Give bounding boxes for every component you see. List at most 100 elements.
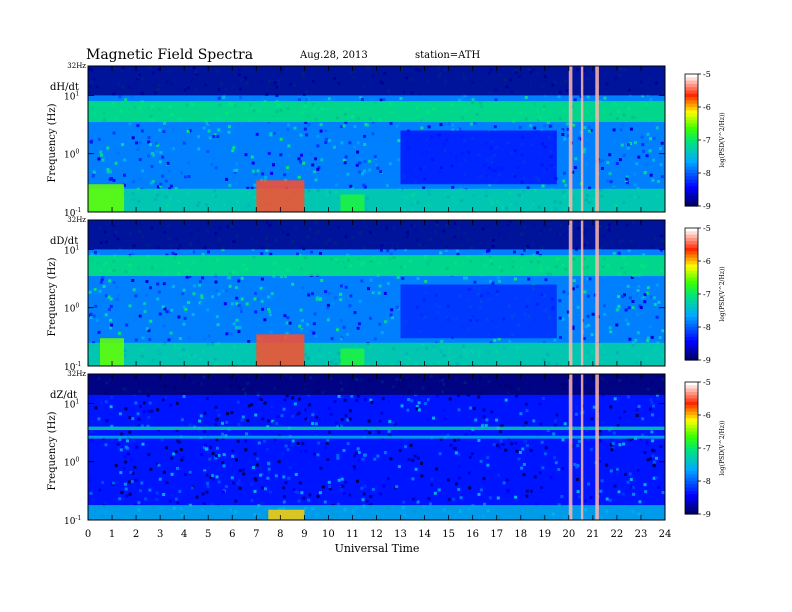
heatmap-cell — [468, 486, 472, 490]
x-tick-label: 11 — [346, 529, 359, 540]
heatmap-cell — [171, 251, 175, 255]
heatmap-cell — [525, 444, 529, 448]
heatmap-cell — [212, 134, 216, 138]
heatmap-cell — [145, 280, 149, 283]
heatmap-cell — [140, 129, 144, 133]
heatmap-cell — [447, 497, 451, 501]
heatmap-cell — [356, 150, 360, 154]
heatmap-cell — [291, 414, 295, 418]
heatmap-cell — [608, 183, 612, 187]
heatmap-cell — [231, 449, 235, 453]
heatmap-cell — [162, 130, 166, 134]
colorbar-band — [685, 464, 698, 469]
heatmap-feature — [88, 435, 665, 439]
heatmap-cell — [357, 161, 361, 165]
heatmap-cell — [143, 310, 147, 314]
heatmap-cell — [615, 467, 619, 471]
colorbar-band — [685, 467, 698, 472]
heatmap-cell — [283, 398, 287, 402]
colorbar-band — [685, 251, 698, 255]
heatmap-cell — [563, 171, 566, 175]
heatmap-cell — [287, 144, 291, 148]
heatmap-cell — [184, 307, 188, 311]
heatmap-cell — [433, 491, 437, 495]
heatmap-cell — [163, 307, 167, 311]
heatmap-cell — [378, 284, 382, 288]
colorbar-band — [685, 182, 698, 187]
heatmap-cell — [285, 321, 289, 325]
heatmap-cell — [652, 296, 656, 300]
heatmap-cell — [380, 411, 384, 415]
heatmap-cell — [348, 141, 352, 145]
heatmap-cell — [261, 417, 265, 421]
heatmap-cell — [488, 279, 492, 283]
heatmap-cell — [600, 479, 604, 483]
heatmap-cell — [573, 166, 577, 170]
heatmap-cell — [328, 485, 332, 488]
heatmap-cell — [297, 175, 301, 179]
heatmap-cell — [619, 128, 623, 132]
heatmap-cell — [316, 134, 320, 138]
heatmap-cell — [327, 407, 331, 411]
heatmap-cell — [166, 161, 170, 165]
heatmap-cell — [352, 454, 356, 458]
heatmap-cell — [117, 331, 121, 335]
heatmap-cell — [660, 141, 664, 145]
heatmap-cell — [135, 445, 139, 449]
heatmap-cell — [222, 95, 226, 99]
heatmap-cell — [300, 319, 304, 323]
heatmap-cell — [114, 464, 118, 467]
heatmap-cell — [572, 123, 576, 127]
heatmap-cell — [335, 183, 339, 187]
heatmap-cell — [457, 476, 461, 480]
heatmap-cell — [238, 325, 242, 329]
heatmap-cell — [307, 498, 311, 502]
colorbar-band — [685, 280, 698, 285]
heatmap-cell — [427, 398, 430, 402]
heatmap-cell — [387, 429, 391, 433]
heatmap-cell — [161, 305, 165, 309]
heatmap-cell — [477, 395, 481, 399]
heatmap-cell — [314, 157, 318, 161]
heatmap-cell — [406, 408, 410, 412]
heatmap-feature — [400, 284, 557, 339]
heatmap-cell — [98, 488, 102, 492]
heatmap-cell — [565, 122, 569, 126]
colorbar: -5 -6 -7 -8 -9 log(PSD(V^2/Hz)) — [684, 224, 726, 365]
heatmap-cell — [247, 340, 251, 343]
heatmap-cell — [133, 503, 137, 507]
heatmap-cell — [97, 330, 101, 334]
heatmap-cell — [486, 463, 490, 467]
heatmap-cell — [612, 186, 616, 190]
heatmap-cell — [264, 175, 268, 179]
colorbar-band — [685, 401, 698, 406]
heatmap-cell — [239, 96, 243, 100]
heatmap-cell — [251, 161, 255, 165]
colorbar-band — [685, 490, 698, 495]
heatmap-cell — [238, 469, 242, 473]
heatmap-cell — [349, 294, 353, 298]
heatmap-cell — [346, 332, 349, 336]
heatmap-cell — [629, 142, 632, 146]
heatmap-cell — [465, 276, 468, 280]
colorbar-band — [685, 441, 698, 446]
heatmap-cell — [106, 168, 110, 172]
heatmap-cell — [298, 324, 302, 328]
heatmap-cell — [319, 251, 322, 255]
heatmap-cell — [469, 406, 472, 410]
y-axis-label: Frequency (Hz) — [47, 411, 58, 490]
heatmap-cell — [156, 297, 160, 301]
heatmap-cell — [136, 124, 140, 128]
heatmap-cell — [592, 405, 596, 409]
heatmap-cell — [442, 408, 446, 412]
colorbar-band — [685, 507, 698, 512]
heatmap-cell — [211, 452, 215, 455]
heatmap-cell — [318, 491, 322, 495]
heatmap-cell — [589, 496, 593, 499]
heatmap-cell — [198, 280, 202, 284]
heatmap-cell — [237, 422, 241, 426]
heatmap-cell — [532, 419, 536, 423]
heatmap-cell — [270, 292, 274, 296]
heatmap-cell — [618, 443, 622, 447]
heatmap-cell — [652, 460, 656, 464]
